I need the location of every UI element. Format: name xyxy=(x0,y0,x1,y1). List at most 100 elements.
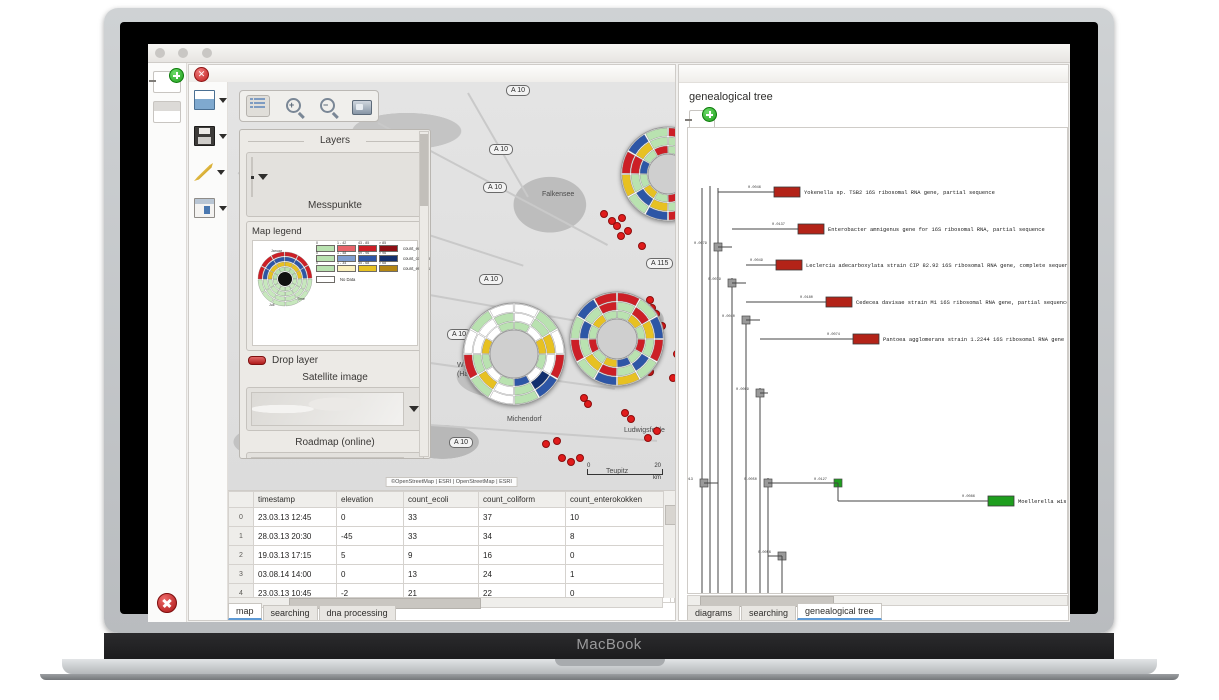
table-cell-timestamp[interactable]: 03.08.14 14:00 xyxy=(253,564,337,584)
add-view-button[interactable] xyxy=(149,68,184,93)
table-cell-count_ecoli[interactable]: 13 xyxy=(403,564,479,584)
pane-close-icon[interactable]: ✕ xyxy=(194,67,209,82)
tab-map[interactable]: map xyxy=(228,603,262,620)
tree-leaf-node[interactable] xyxy=(797,223,825,235)
tab-searching[interactable]: searching xyxy=(262,605,318,620)
measurement-point[interactable] xyxy=(624,227,632,235)
column-header[interactable]: count_enterokokken xyxy=(565,491,671,508)
column-header[interactable]: count_ecoli xyxy=(403,491,479,508)
table-cell-count_enterokokken[interactable]: 8 xyxy=(565,526,671,546)
snapshot-button[interactable] xyxy=(350,96,372,116)
data-table[interactable]: timestamp elevation count_ecoli count_colif… xyxy=(228,490,675,603)
measurement-point[interactable] xyxy=(584,400,592,408)
tab-dna-processing[interactable]: dna processing xyxy=(318,605,396,620)
chevron-down-icon[interactable] xyxy=(217,169,225,175)
table-cell-idx[interactable]: 1 xyxy=(228,526,254,546)
table-row[interactable]: 303.08.14 14:00013241Pseudomonas aeru xyxy=(228,564,675,584)
open-button[interactable] xyxy=(189,82,227,118)
chevron-down-icon[interactable] xyxy=(219,133,227,139)
measurement-point[interactable] xyxy=(618,214,626,222)
table-row[interactable]: 219.03.13 17:1559160Enterococcus faeca xyxy=(228,545,675,565)
measurement-point[interactable] xyxy=(608,217,616,225)
table-cell-idx[interactable]: 2 xyxy=(228,545,254,565)
tree-leaf-node[interactable] xyxy=(773,186,801,198)
measurement-point[interactable] xyxy=(558,454,566,462)
measurement-point[interactable] xyxy=(617,232,625,240)
map-rose-glyph[interactable] xyxy=(569,291,665,387)
tree-leaf-node[interactable] xyxy=(775,259,803,271)
table-cell-count_coliform[interactable]: 16 xyxy=(478,545,566,565)
column-header[interactable]: elevation xyxy=(336,491,404,508)
table-cell-timestamp[interactable]: 19.03.13 17:15 xyxy=(253,545,337,565)
layers-scrollbar[interactable] xyxy=(419,131,429,457)
tree-leaf-node[interactable] xyxy=(825,296,853,308)
layer-item-messpunkte[interactable]: Messpunkte xyxy=(246,152,424,217)
measurement-point[interactable] xyxy=(653,427,661,435)
zoom-out-button[interactable]: − xyxy=(316,96,338,116)
table-vertical-scrollbar[interactable] xyxy=(663,491,675,598)
traffic-light-close-icon[interactable] xyxy=(155,48,165,58)
measurement-point[interactable] xyxy=(553,437,561,445)
table-row[interactable]: 023.03.13 12:450333710Moellerella wiscon… xyxy=(228,507,675,527)
table-cell-count_coliform[interactable]: 34 xyxy=(478,526,566,546)
chevron-down-icon[interactable] xyxy=(219,97,227,103)
measurement-point[interactable] xyxy=(542,440,550,448)
table-cell-count_coliform[interactable]: 37 xyxy=(478,507,566,527)
measurement-point[interactable] xyxy=(669,374,675,382)
table-button[interactable] xyxy=(189,190,227,226)
column-header[interactable]: count_coliform xyxy=(478,491,566,508)
table-row[interactable]: 128.03.13 20:30-4533348Clostridium perfr… xyxy=(228,526,675,546)
column-header[interactable] xyxy=(228,491,254,508)
measurement-point[interactable] xyxy=(567,458,575,466)
tab-diagrams[interactable]: diagrams xyxy=(687,605,741,620)
measurement-point[interactable] xyxy=(613,222,621,230)
traffic-light-zoom-icon[interactable] xyxy=(201,48,212,58)
layer-item-roadmap[interactable] xyxy=(246,452,424,458)
zoom-in-button[interactable]: + xyxy=(282,96,304,116)
table-cell-count_ecoli[interactable]: 33 xyxy=(403,526,479,546)
traffic-light-minimize-icon[interactable] xyxy=(178,48,189,58)
chevron-down-icon[interactable] xyxy=(258,174,268,180)
table-cell-count_ecoli[interactable]: 9 xyxy=(403,545,479,565)
table-cell-timestamp[interactable]: 23.03.13 12:45 xyxy=(253,507,337,527)
tree-leaf-node[interactable] xyxy=(987,495,1015,507)
table-cell-elevation[interactable]: 5 xyxy=(336,545,404,565)
chevron-down-icon[interactable] xyxy=(409,406,419,412)
table-cell-elevation[interactable]: -45 xyxy=(336,526,404,546)
table-cell-timestamp[interactable]: 28.03.13 20:30 xyxy=(253,526,337,546)
tree-leaf-node[interactable] xyxy=(852,333,880,345)
table-cell-count_coliform[interactable]: 24 xyxy=(478,564,566,584)
measurement-point[interactable] xyxy=(621,409,629,417)
tab-searching[interactable]: searching xyxy=(741,605,797,620)
split-view-button[interactable] xyxy=(153,101,181,123)
close-application-button[interactable] xyxy=(157,593,177,613)
map-rose-glyph[interactable] xyxy=(462,302,566,406)
table-cell-count_ecoli[interactable]: 33 xyxy=(403,507,479,527)
table-cell-idx[interactable]: 0 xyxy=(228,507,254,527)
save-button[interactable] xyxy=(189,118,227,154)
table-cell-count_enterokokken[interactable]: 10 xyxy=(565,507,671,527)
measurement-point[interactable] xyxy=(580,394,588,402)
drop-layer-button[interactable]: Drop layer xyxy=(248,355,422,366)
measurement-point[interactable] xyxy=(638,242,646,250)
table-cell-elevation[interactable]: 0 xyxy=(336,564,404,584)
column-header[interactable]: timestamp xyxy=(253,491,337,508)
measurement-point[interactable] xyxy=(673,350,675,358)
table-cell-count_enterokokken[interactable]: 1 xyxy=(565,564,671,584)
measurement-point[interactable] xyxy=(646,296,654,304)
map-rose-glyph[interactable] xyxy=(620,126,675,222)
layer-item-satellite[interactable] xyxy=(246,387,424,431)
genealogical-tree-canvas[interactable]: Yokenella sp. TSB2 16S ribosomal RNA gen… xyxy=(687,127,1068,594)
table-cell-idx[interactable]: 3 xyxy=(228,564,254,584)
measurement-point[interactable] xyxy=(600,210,608,218)
measurement-point[interactable] xyxy=(627,415,635,423)
chevron-down-icon[interactable] xyxy=(219,205,227,211)
edit-button[interactable] xyxy=(189,154,227,190)
tab-genealogical-tree[interactable]: genealogical tree xyxy=(797,603,882,620)
table-cell-elevation[interactable]: 0 xyxy=(336,507,404,527)
measurement-point[interactable] xyxy=(576,454,584,462)
measurement-point[interactable] xyxy=(644,434,652,442)
legend-toggle-button[interactable] xyxy=(246,95,270,117)
table-cell-count_enterokokken[interactable]: 0 xyxy=(565,545,671,565)
